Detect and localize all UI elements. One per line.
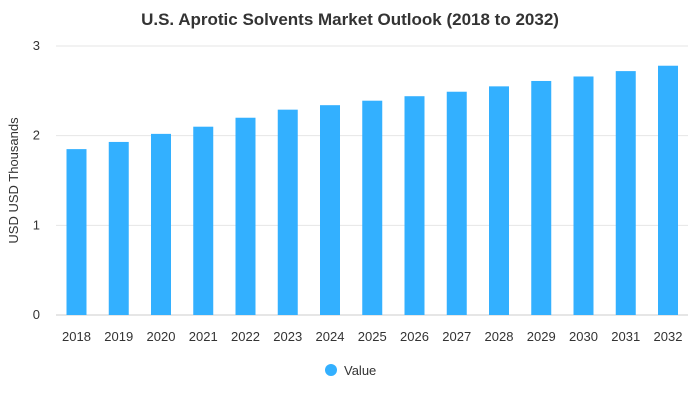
y-tick-label: 1 — [33, 217, 40, 232]
y-tick-label: 0 — [33, 307, 40, 322]
bar-2027 — [446, 91, 467, 315]
x-tick-label: 2025 — [358, 329, 387, 344]
x-tick-label: 2026 — [400, 329, 429, 344]
legend-marker-value — [325, 364, 337, 376]
bar-2030 — [573, 76, 594, 315]
x-axis-ticks: 2018 2019 2020 2021 2022 2023 2024 2025 2026 2027… — [62, 329, 682, 344]
x-tick-label: 2030 — [569, 329, 598, 344]
bar-2031 — [615, 71, 636, 316]
bar-2029 — [531, 80, 552, 315]
bar-2021 — [193, 126, 214, 315]
bar-2024 — [320, 105, 340, 316]
y-axis-label: USD USD Thousands — [6, 117, 21, 244]
bar-2022 — [235, 117, 256, 315]
bars — [66, 65, 678, 316]
y-tick-label: 3 — [33, 38, 40, 53]
x-tick-label: 2029 — [527, 329, 556, 344]
bar-2020 — [151, 133, 171, 315]
x-tick-label: 2022 — [231, 329, 260, 344]
x-tick-label: 2018 — [62, 329, 91, 344]
bar-2028 — [489, 86, 509, 315]
x-tick-label: 2019 — [104, 329, 133, 344]
bar-2025 — [362, 100, 383, 316]
x-tick-label: 2024 — [316, 329, 345, 344]
chart-title: U.S. Aprotic Solvents Market Outlook (20… — [141, 10, 559, 29]
x-tick-label: 2027 — [442, 329, 471, 344]
x-tick-label: 2032 — [654, 329, 683, 344]
bar-2026 — [404, 96, 425, 315]
x-tick-label: 2020 — [147, 329, 176, 344]
x-tick-label: 2031 — [611, 329, 640, 344]
bar-2023 — [277, 109, 298, 315]
y-axis-ticks: 0 1 2 3 — [33, 38, 40, 322]
x-tick-label: 2023 — [273, 329, 302, 344]
legend: Value — [325, 363, 376, 378]
x-tick-label: 2028 — [485, 329, 514, 344]
bar-2032 — [658, 65, 678, 315]
y-tick-label: 2 — [33, 128, 40, 143]
bar-2019 — [108, 141, 129, 315]
bar-2018 — [66, 149, 87, 315]
legend-label-value: Value — [344, 363, 376, 378]
x-tick-label: 2021 — [189, 329, 218, 344]
